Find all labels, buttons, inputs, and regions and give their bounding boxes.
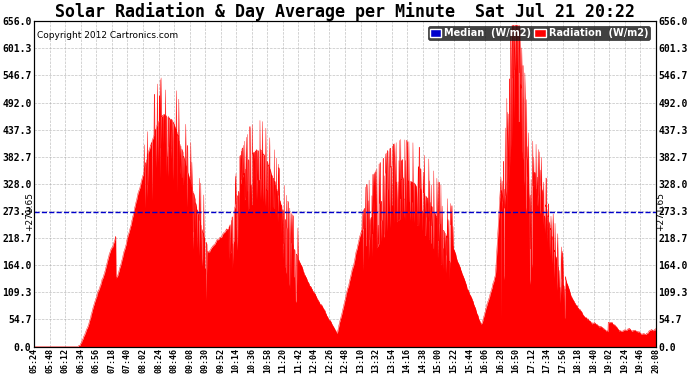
Text: Copyright 2012 Cartronics.com: Copyright 2012 Cartronics.com — [37, 31, 179, 40]
Legend: Median  (W/m2), Radiation  (W/m2): Median (W/m2), Radiation (W/m2) — [428, 26, 650, 40]
Text: +271.65: +271.65 — [656, 192, 665, 231]
Title: Solar Radiation & Day Average per Minute  Sat Jul 21 20:22: Solar Radiation & Day Average per Minute… — [55, 2, 635, 21]
Text: +271.65: +271.65 — [25, 192, 34, 231]
